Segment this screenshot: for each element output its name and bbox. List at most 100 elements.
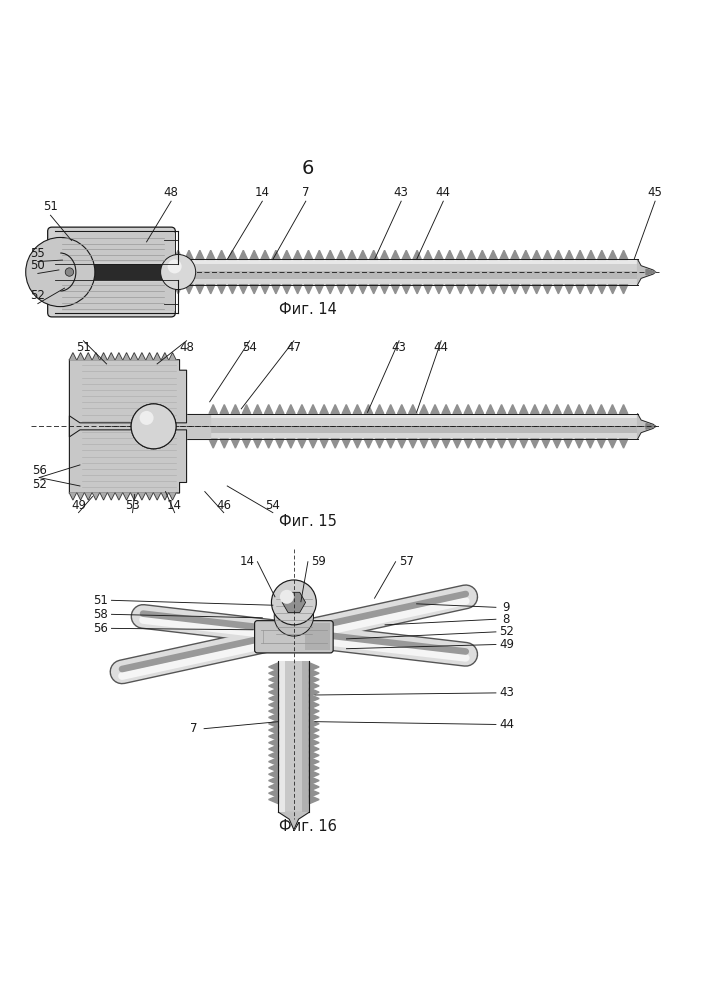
Polygon shape [85, 493, 92, 500]
Polygon shape [531, 405, 539, 414]
Polygon shape [391, 250, 399, 259]
Text: 51: 51 [76, 341, 91, 354]
Text: 52: 52 [32, 478, 47, 491]
Polygon shape [413, 285, 421, 294]
Polygon shape [370, 285, 378, 294]
Text: 47: 47 [286, 341, 301, 354]
Polygon shape [169, 493, 176, 500]
Polygon shape [139, 353, 146, 360]
Polygon shape [69, 360, 187, 437]
Polygon shape [220, 439, 228, 448]
Polygon shape [531, 439, 539, 448]
Polygon shape [638, 414, 656, 439]
Text: 48: 48 [164, 186, 179, 199]
Polygon shape [532, 285, 541, 294]
Text: 52: 52 [30, 289, 45, 302]
Polygon shape [397, 439, 406, 448]
Text: 48: 48 [179, 341, 194, 354]
Polygon shape [261, 285, 269, 294]
Polygon shape [169, 353, 176, 360]
Polygon shape [576, 285, 584, 294]
Polygon shape [217, 250, 226, 259]
Polygon shape [435, 285, 443, 294]
Text: 14: 14 [240, 555, 255, 568]
Text: 49: 49 [71, 499, 86, 512]
Polygon shape [597, 250, 606, 259]
Polygon shape [420, 439, 428, 448]
Text: 53: 53 [125, 499, 140, 512]
Polygon shape [85, 353, 92, 360]
Polygon shape [342, 439, 351, 448]
Polygon shape [309, 713, 319, 722]
Polygon shape [445, 250, 454, 259]
Polygon shape [269, 745, 279, 753]
Polygon shape [77, 493, 84, 500]
Polygon shape [269, 663, 279, 671]
Polygon shape [69, 416, 187, 493]
Polygon shape [565, 250, 573, 259]
Polygon shape [364, 439, 373, 448]
Polygon shape [387, 439, 395, 448]
Polygon shape [348, 285, 356, 294]
Polygon shape [453, 405, 462, 414]
Polygon shape [342, 405, 351, 414]
Bar [55, 264, 178, 280]
Polygon shape [587, 250, 595, 259]
Polygon shape [185, 285, 193, 294]
Polygon shape [309, 745, 319, 753]
Polygon shape [269, 720, 279, 728]
Polygon shape [115, 353, 122, 360]
Polygon shape [309, 770, 319, 778]
Polygon shape [253, 439, 262, 448]
Circle shape [65, 268, 74, 276]
Polygon shape [522, 250, 530, 259]
Polygon shape [276, 439, 284, 448]
Polygon shape [209, 405, 218, 414]
Polygon shape [269, 789, 279, 797]
Polygon shape [220, 405, 228, 414]
Bar [175, 279, 638, 285]
Bar [210, 414, 638, 418]
Text: 43: 43 [499, 686, 514, 699]
Polygon shape [320, 405, 328, 414]
Polygon shape [380, 285, 389, 294]
Polygon shape [375, 405, 384, 414]
Polygon shape [467, 285, 476, 294]
Polygon shape [309, 720, 319, 728]
Circle shape [25, 237, 95, 307]
Polygon shape [522, 285, 530, 294]
Polygon shape [608, 405, 617, 414]
Polygon shape [609, 285, 617, 294]
Polygon shape [271, 250, 280, 259]
Text: 51: 51 [43, 200, 58, 213]
Text: 57: 57 [399, 555, 414, 568]
Polygon shape [619, 405, 628, 414]
Polygon shape [354, 439, 361, 448]
Polygon shape [500, 250, 508, 259]
Polygon shape [115, 493, 122, 500]
Polygon shape [298, 439, 306, 448]
Polygon shape [228, 285, 237, 294]
Polygon shape [489, 250, 498, 259]
Polygon shape [442, 405, 450, 414]
Polygon shape [391, 285, 399, 294]
Polygon shape [326, 285, 334, 294]
Bar [305, 623, 330, 650]
Polygon shape [231, 439, 240, 448]
Polygon shape [269, 713, 279, 722]
Circle shape [160, 254, 196, 290]
Bar [62, 233, 175, 262]
Text: Фиг. 16: Фиг. 16 [279, 819, 337, 834]
Polygon shape [423, 250, 432, 259]
Circle shape [139, 411, 153, 425]
Polygon shape [486, 405, 495, 414]
Polygon shape [348, 250, 356, 259]
Polygon shape [337, 285, 345, 294]
Polygon shape [609, 250, 617, 259]
FancyBboxPatch shape [255, 621, 333, 653]
Polygon shape [457, 285, 464, 294]
Polygon shape [309, 783, 319, 791]
Polygon shape [69, 353, 76, 360]
Polygon shape [269, 751, 279, 760]
Polygon shape [453, 439, 462, 448]
